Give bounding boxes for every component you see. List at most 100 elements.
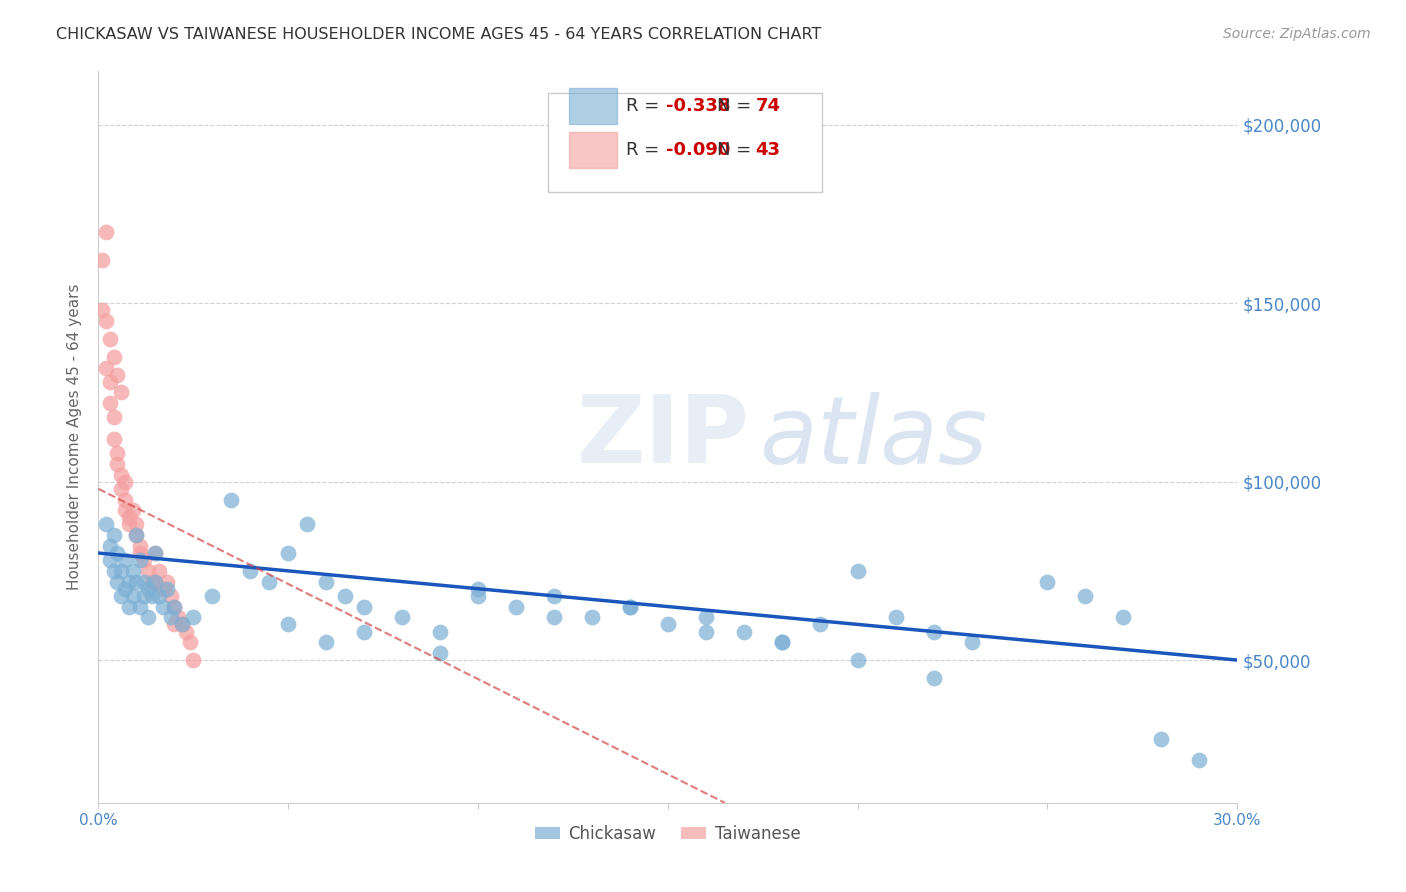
Point xyxy=(103,564,125,578)
Point xyxy=(94,225,117,239)
Point xyxy=(353,624,375,639)
Point xyxy=(98,539,121,553)
Point xyxy=(163,617,186,632)
Point xyxy=(922,624,945,639)
Y-axis label: Householder Income Ages 45 - 64 years: Householder Income Ages 45 - 64 years xyxy=(67,284,83,591)
Point xyxy=(91,303,114,318)
Point xyxy=(107,546,129,560)
Point xyxy=(156,574,179,589)
Point xyxy=(91,253,114,268)
Point xyxy=(183,610,205,624)
Text: 43: 43 xyxy=(755,141,780,160)
Point xyxy=(163,599,186,614)
Point xyxy=(103,350,125,364)
Point xyxy=(315,635,337,649)
Point xyxy=(121,503,143,517)
Point xyxy=(148,564,170,578)
Text: R =: R = xyxy=(626,96,665,115)
Text: CHICKASAW VS TAIWANESE HOUSEHOLDER INCOME AGES 45 - 64 YEARS CORRELATION CHART: CHICKASAW VS TAIWANESE HOUSEHOLDER INCOM… xyxy=(56,27,821,42)
Point xyxy=(163,599,186,614)
Point xyxy=(159,589,181,603)
Point xyxy=(770,635,793,649)
Point xyxy=(391,610,413,624)
Point xyxy=(98,553,121,567)
Point xyxy=(103,432,125,446)
Point xyxy=(136,610,159,624)
Point xyxy=(619,599,641,614)
Point xyxy=(170,617,193,632)
Point xyxy=(960,635,983,649)
Point xyxy=(136,582,159,596)
Point xyxy=(94,314,117,328)
Point xyxy=(152,582,174,596)
Point xyxy=(125,517,148,532)
Point xyxy=(145,574,167,589)
Point xyxy=(353,599,375,614)
Text: -0.338: -0.338 xyxy=(665,96,730,115)
Point xyxy=(132,574,155,589)
Point xyxy=(167,610,190,624)
Point xyxy=(170,617,193,632)
Point xyxy=(98,375,121,389)
Point xyxy=(1036,574,1059,589)
Point xyxy=(159,610,181,624)
Point xyxy=(118,599,141,614)
Point xyxy=(141,589,163,603)
Point xyxy=(183,653,205,667)
Point xyxy=(114,553,136,567)
Point xyxy=(129,553,152,567)
Point xyxy=(467,582,489,596)
Point xyxy=(114,492,136,507)
Point xyxy=(733,624,755,639)
Legend: Chickasaw, Taiwanese: Chickasaw, Taiwanese xyxy=(529,818,807,849)
Point xyxy=(657,617,679,632)
Point xyxy=(297,517,319,532)
Point xyxy=(107,457,129,471)
Point xyxy=(125,574,148,589)
Point xyxy=(114,475,136,489)
Text: N =: N = xyxy=(717,96,756,115)
Point xyxy=(107,368,129,382)
Text: 74: 74 xyxy=(755,96,780,115)
Point xyxy=(141,574,163,589)
Point xyxy=(1074,589,1097,603)
Point xyxy=(145,574,167,589)
Point xyxy=(259,574,281,589)
Point xyxy=(505,599,527,614)
Point xyxy=(543,589,565,603)
Point xyxy=(174,624,197,639)
Text: Source: ZipAtlas.com: Source: ZipAtlas.com xyxy=(1223,27,1371,41)
Point xyxy=(315,574,337,589)
Point xyxy=(884,610,907,624)
Point xyxy=(121,564,143,578)
Point xyxy=(110,482,132,496)
Point xyxy=(179,635,201,649)
Point xyxy=(118,517,141,532)
Point xyxy=(156,582,179,596)
FancyBboxPatch shape xyxy=(548,94,821,192)
Point xyxy=(145,546,167,560)
Point xyxy=(132,589,155,603)
Point xyxy=(695,624,717,639)
Point xyxy=(125,528,148,542)
Point xyxy=(110,564,132,578)
Point xyxy=(695,610,717,624)
Point xyxy=(846,653,869,667)
Point xyxy=(1150,731,1173,746)
Point xyxy=(1112,610,1135,624)
Point xyxy=(121,589,143,603)
Point xyxy=(118,510,141,524)
Point xyxy=(808,617,831,632)
Point xyxy=(277,546,299,560)
Point xyxy=(467,589,489,603)
Point xyxy=(132,553,155,567)
Point xyxy=(129,599,152,614)
Point xyxy=(922,671,945,685)
Point xyxy=(221,492,243,507)
Point xyxy=(429,624,451,639)
Point xyxy=(1188,753,1211,767)
Text: -0.090: -0.090 xyxy=(665,141,730,160)
Point xyxy=(429,646,451,660)
Point xyxy=(148,589,170,603)
Point xyxy=(770,635,793,649)
